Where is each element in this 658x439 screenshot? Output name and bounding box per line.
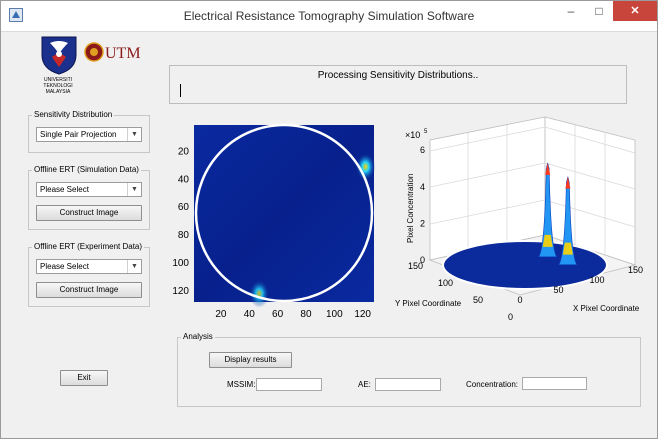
surface-x-tick-label: 0 (517, 295, 522, 305)
heatmap-field (194, 125, 374, 302)
surface-peak (538, 162, 558, 258)
minimize-button[interactable]: – (567, 4, 575, 18)
electrode-boundary-circle (194, 123, 374, 303)
surface-peaks (538, 162, 578, 265)
mssim-field[interactable] (256, 378, 322, 391)
heatmap-y-tick-label: 20 (178, 146, 190, 157)
exit-button[interactable]: Exit (60, 370, 108, 386)
surface-peak-band (542, 234, 553, 247)
surface-z-ticks: 0 2 4 6 (420, 145, 425, 265)
x-axis-label: X Pixel Coordinate (573, 304, 640, 313)
status-panel: Processing Sensitivity Distributions.. (169, 65, 627, 104)
surface-y-ticks: 0 50 100 150 (408, 261, 513, 322)
utm-logo: UTM (84, 42, 141, 62)
heatmap-x-tick-label: 60 (272, 309, 284, 320)
construct-image-experiment-button[interactable]: Construct Image (36, 282, 142, 298)
heatmap-y-ticks: 20 40 60 80 100 120 (172, 146, 189, 296)
title-bar: Electrical Resistance Tomography Simulat… (1, 1, 657, 32)
sensitivity-select[interactable]: Single Pair Projection ▼ (36, 127, 142, 142)
heatmap-x-tick-label: 120 (354, 309, 371, 320)
concentration-label: Concentration: (466, 380, 519, 389)
surface-z-tick-label: 4 (420, 182, 425, 192)
sensitivity-distribution-title: Sensitivity Distribution (32, 110, 115, 119)
heatmap-y-tick-label: 120 (172, 286, 189, 297)
utm-logo-text: UTM (105, 45, 141, 62)
surface-z-tick-label: 0 (420, 255, 425, 265)
matlab-figure-icon (9, 8, 23, 22)
status-message: Processing Sensitivity Distributions.. (317, 70, 479, 81)
concentration-surface-plot: ×10 5 Pixel Concentration X Pixel Coordi… (395, 116, 643, 322)
university-crest-logo (41, 36, 77, 75)
chevron-down-icon: ▼ (127, 128, 141, 141)
status-text-cursor (180, 84, 181, 97)
surface-peak-tip (565, 176, 571, 189)
surface-z-tick-label: 6 (420, 145, 425, 155)
simulation-data-select[interactable]: Please Select ▼ (36, 182, 142, 197)
surface-x-ticks: 0 50 100 150 (517, 265, 643, 305)
z-axis-label: Pixel Concentration (406, 174, 415, 243)
heatmap-hotspot (249, 279, 270, 308)
ae-label: AE: (358, 380, 371, 389)
heatmap-y-tick-label: 40 (178, 174, 190, 185)
surface-base-disk (442, 240, 608, 290)
y-axis-label: Y Pixel Coordinate (395, 299, 462, 308)
heatmap-x-tick-label: 80 (300, 309, 312, 320)
heatmap-hotspots (249, 152, 376, 308)
surface-z-tick-label: 2 (420, 218, 425, 228)
offline-simulation-title: Offline ERT (Simulation Data) (32, 165, 141, 174)
display-results-button[interactable]: Display results (209, 352, 292, 368)
heatmap-y-tick-label: 60 (178, 202, 190, 213)
close-button[interactable]: ✕ (613, 1, 657, 21)
heatmap-y-tick-label: 80 (178, 230, 190, 241)
experiment-data-select[interactable]: Please Select ▼ (36, 259, 142, 274)
surface-x-tick-label: 50 (553, 285, 563, 295)
university-crest-caption: UNIVERSITI TEKNOLOGI MALAYSIA (43, 77, 73, 95)
heatmap-hotspot (355, 152, 376, 181)
sensitivity-select-value: Single Pair Projection (40, 130, 117, 139)
analysis-title: Analysis (181, 332, 215, 341)
experiment-data-select-value: Please Select (40, 262, 89, 271)
surface-y-tick-label: 150 (408, 261, 423, 271)
heatmap-x-ticks: 20 40 60 80 100 120 (215, 309, 371, 320)
z-scale-exponent: 5 (424, 129, 428, 135)
surface-peak-band (562, 242, 573, 255)
surface-y-tick-label: 50 (473, 295, 483, 305)
heatmap-y-tick-label: 100 (172, 258, 189, 269)
surface-axis-labels: ×10 5 Pixel Concentration X Pixel Coordi… (395, 129, 640, 313)
surface-x-tick-label: 100 (589, 275, 604, 285)
mssim-label: MSSIM: (227, 380, 256, 389)
concentration-field[interactable] (522, 377, 587, 390)
ae-field[interactable] (375, 378, 441, 391)
heatmap-x-tick-label: 20 (215, 309, 227, 320)
offline-experiment-group: Offline ERT (Experiment Data) Please Sel… (28, 242, 150, 307)
surface-y-tick-label: 0 (508, 312, 513, 322)
tomography-image-plot: 20 40 60 80 100 120 20 40 60 80 100 120 (172, 123, 376, 320)
surface-y-tick-label: 100 (438, 278, 453, 288)
chevron-down-icon: ▼ (127, 260, 141, 273)
surface-peak-tip (545, 162, 551, 175)
heatmap-x-tick-label: 40 (244, 309, 256, 320)
offline-simulation-group: Offline ERT (Simulation Data) Please Sel… (28, 165, 150, 230)
sensitivity-distribution-group: Sensitivity Distribution Single Pair Pro… (28, 110, 150, 153)
chevron-down-icon: ▼ (127, 183, 141, 196)
window-title: Electrical Resistance Tomography Simulat… (183, 9, 475, 23)
heatmap-x-tick-label: 100 (326, 309, 343, 320)
surface-peak (558, 176, 578, 265)
offline-experiment-title: Offline ERT (Experiment Data) (32, 242, 145, 251)
analysis-group: Analysis Display results MSSIM: AE: Conc… (177, 332, 641, 407)
simulation-data-select-value: Please Select (40, 185, 89, 194)
maximize-button[interactable]: □ (595, 4, 603, 18)
surface-x-tick-label: 150 (628, 265, 643, 275)
construct-image-simulation-button[interactable]: Construct Image (36, 205, 142, 221)
z-scale-label: ×10 (405, 130, 420, 140)
